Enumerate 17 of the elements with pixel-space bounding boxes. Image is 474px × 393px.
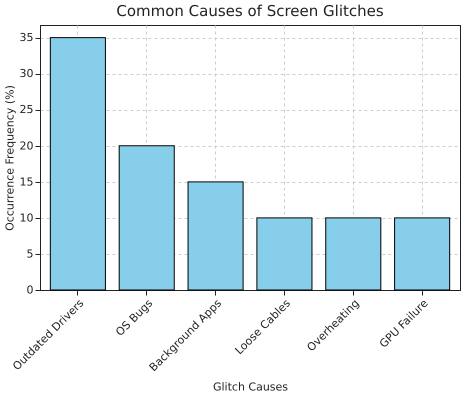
y-tick-label: 35 (20, 31, 34, 44)
bar (394, 217, 450, 290)
y-tick-label: 0 (26, 284, 34, 296)
y-tick-label: 30 (20, 67, 34, 80)
bar (50, 37, 106, 290)
y-tick-label: 20 (20, 139, 34, 152)
x-axis-title: Glitch Causes (212, 380, 288, 393)
bar (325, 217, 382, 290)
bar (256, 217, 312, 290)
y-tick-label: 5 (26, 247, 34, 260)
bar (188, 181, 244, 290)
y-tick-label: 10 (20, 211, 34, 224)
y-tick-label: 15 (20, 175, 34, 188)
chart-title: Common Causes of Screen Glitches (116, 2, 384, 20)
y-tick-label: 25 (20, 103, 34, 116)
y-axis-title: Occurrence Frequency (%) (4, 85, 17, 231)
bar (118, 145, 175, 290)
